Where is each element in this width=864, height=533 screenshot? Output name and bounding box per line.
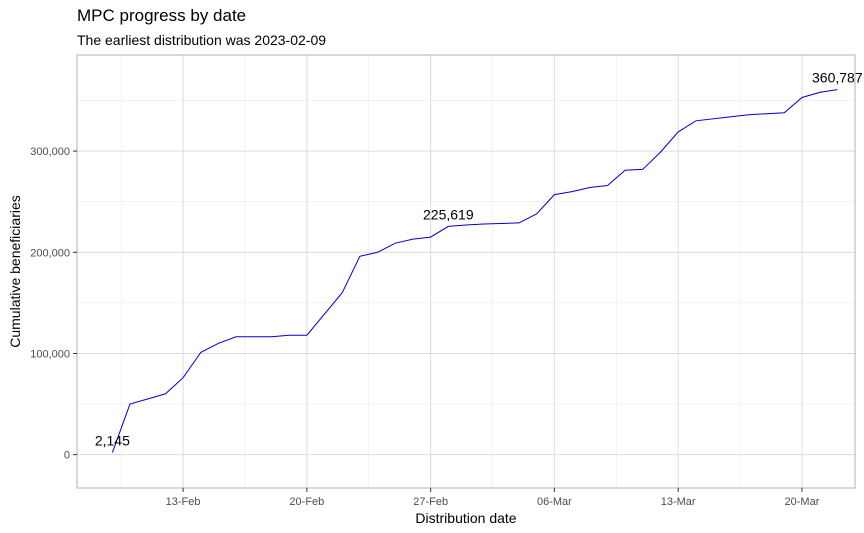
series-line xyxy=(111,89,838,453)
y-tick-label: 100,000 xyxy=(30,348,70,360)
data-label: 360,787 xyxy=(812,70,863,86)
x-axis-label: Distribution date xyxy=(415,510,516,526)
chart-title: MPC progress by date xyxy=(77,6,247,25)
x-tick-label: 13-Mar xyxy=(661,496,696,508)
y-tick-label: 300,000 xyxy=(30,146,70,158)
x-tick-label: 13-Feb xyxy=(166,496,201,508)
y-tick-label: 0 xyxy=(64,450,70,462)
chart-subtitle: The earliest distribution was 2023-02-09 xyxy=(77,32,327,48)
y-tick-label: 200,000 xyxy=(30,247,70,259)
x-tick-label: 27-Feb xyxy=(413,496,448,508)
plot-panel-border xyxy=(76,54,856,489)
data-label: 2,145 xyxy=(95,432,130,448)
x-tick-label: 20-Feb xyxy=(289,496,324,508)
x-tick-label: 06-Mar xyxy=(537,496,572,508)
data-label: 225,619 xyxy=(423,206,474,222)
x-tick-label: 20-Mar xyxy=(785,496,820,508)
y-axis-label: Cumulative beneficiaries xyxy=(7,195,23,348)
